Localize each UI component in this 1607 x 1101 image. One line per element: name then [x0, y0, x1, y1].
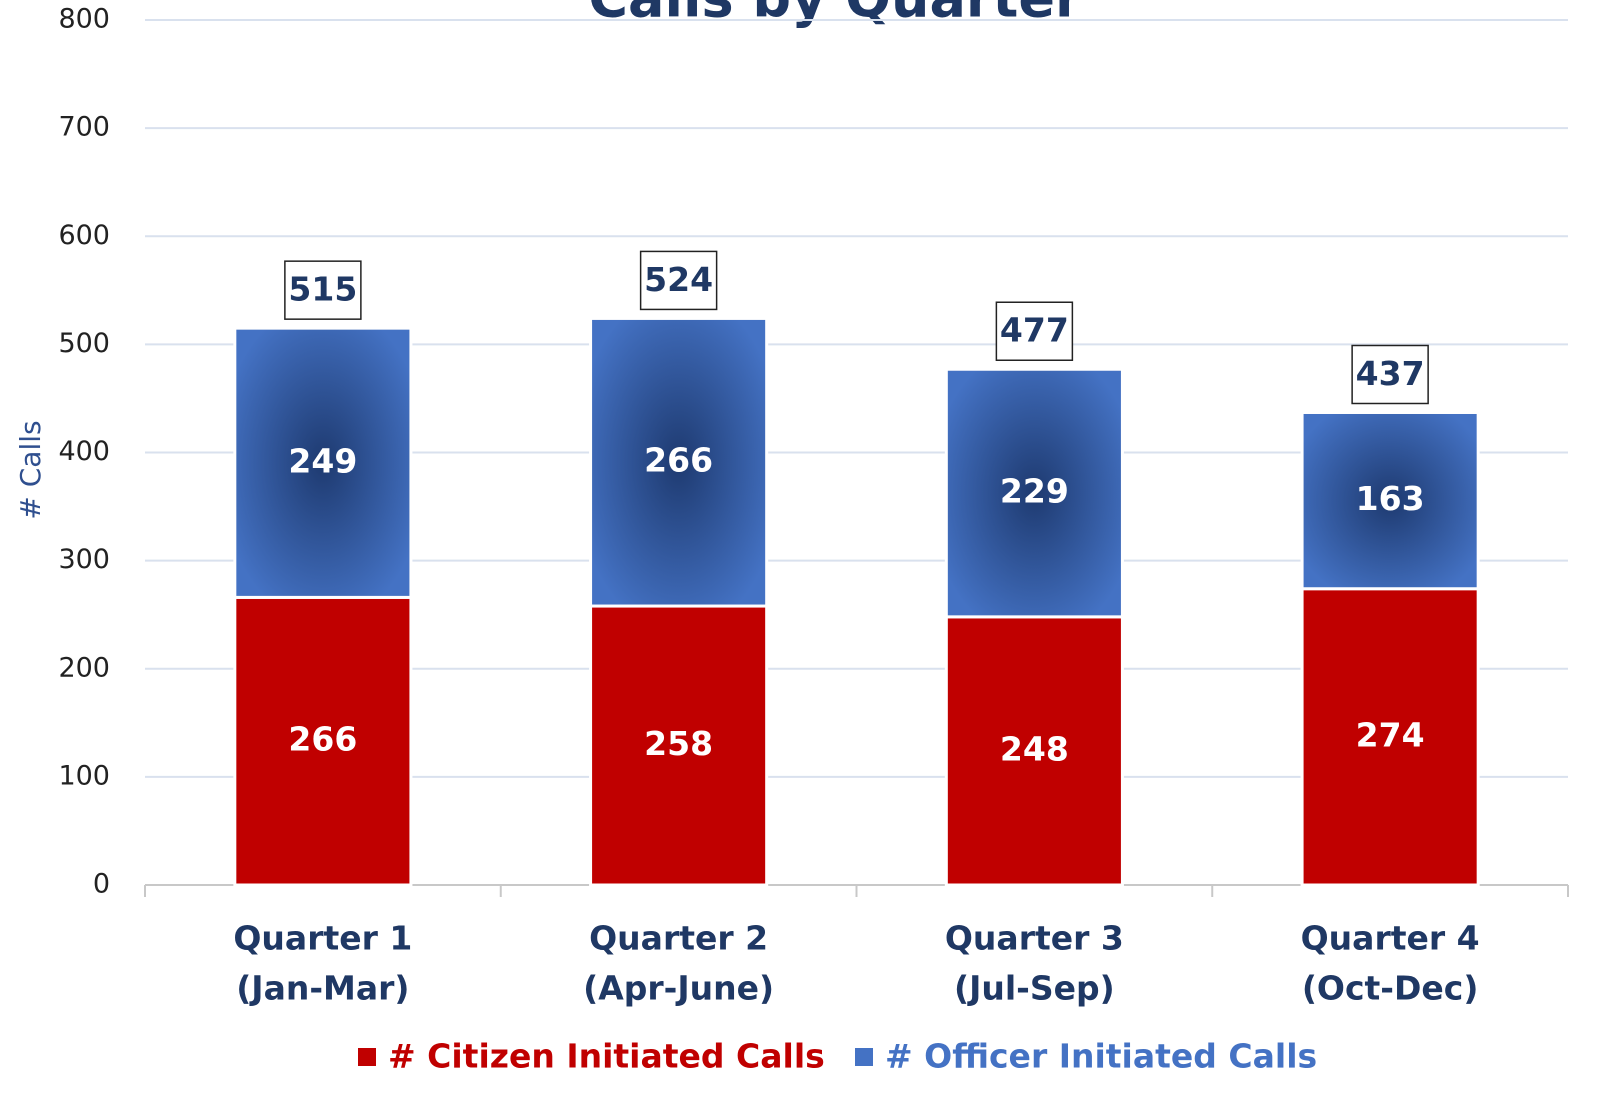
- x-tick-label: Quarter 1: [233, 919, 412, 958]
- y-tick-label: 100: [58, 760, 110, 791]
- data-label: 163: [1356, 479, 1425, 518]
- y-tick-label: 300: [58, 544, 110, 575]
- y-tick-label: 600: [58, 220, 110, 251]
- chart-title: Calls by Quarter: [588, 0, 1082, 30]
- bar-segment: [589, 316, 769, 608]
- y-tick-label: 700: [58, 112, 110, 143]
- bar-segment: [233, 595, 413, 887]
- y-tick-label: 200: [58, 652, 110, 683]
- total-label-box: [639, 250, 718, 311]
- data-label: 248: [1000, 729, 1069, 768]
- bar-segment: [589, 604, 769, 887]
- x-tick-label: (Oct-Dec): [1302, 969, 1479, 1008]
- x-tick-label: (Apr-June): [583, 969, 774, 1008]
- bar-segment: [1300, 587, 1480, 887]
- data-label: 258: [644, 724, 713, 763]
- bar-segment: [944, 367, 1124, 619]
- bar-segment: [1300, 410, 1480, 591]
- total-label: 515: [288, 270, 357, 309]
- total-label-box: [1351, 344, 1429, 405]
- data-label: 229: [1000, 472, 1069, 511]
- total-label: 524: [644, 260, 713, 299]
- total-label: 477: [1000, 311, 1069, 350]
- y-tick-label: 500: [58, 328, 110, 359]
- x-tick-label: (Jul-Sep): [954, 969, 1115, 1008]
- y-tick-label: 800: [58, 4, 110, 35]
- total-label-box: [995, 301, 1074, 361]
- data-label: 266: [288, 720, 357, 759]
- legend-swatch: [358, 1048, 376, 1066]
- data-label: 274: [1356, 715, 1425, 754]
- legend-label: # Citizen Initiated Calls: [388, 1037, 825, 1076]
- x-tick-label: (Jan-Mar): [236, 969, 409, 1008]
- total-label: 437: [1356, 354, 1425, 393]
- y-tick-label: 400: [58, 436, 110, 467]
- x-tick-label: Quarter 3: [945, 919, 1124, 958]
- data-label: 249: [288, 441, 357, 480]
- data-label: 266: [644, 441, 713, 480]
- bar-segment: [944, 615, 1124, 887]
- x-tick-label: Quarter 4: [1301, 919, 1480, 958]
- y-tick-label: 0: [93, 869, 110, 900]
- bar-segment: [233, 326, 413, 599]
- x-tick-label: Quarter 2: [589, 919, 768, 958]
- total-label-box: [284, 260, 362, 320]
- legend-label: # Officer Initiated Calls: [885, 1037, 1317, 1076]
- legend-swatch: [855, 1048, 873, 1066]
- y-axis-label: # Calls: [14, 420, 47, 519]
